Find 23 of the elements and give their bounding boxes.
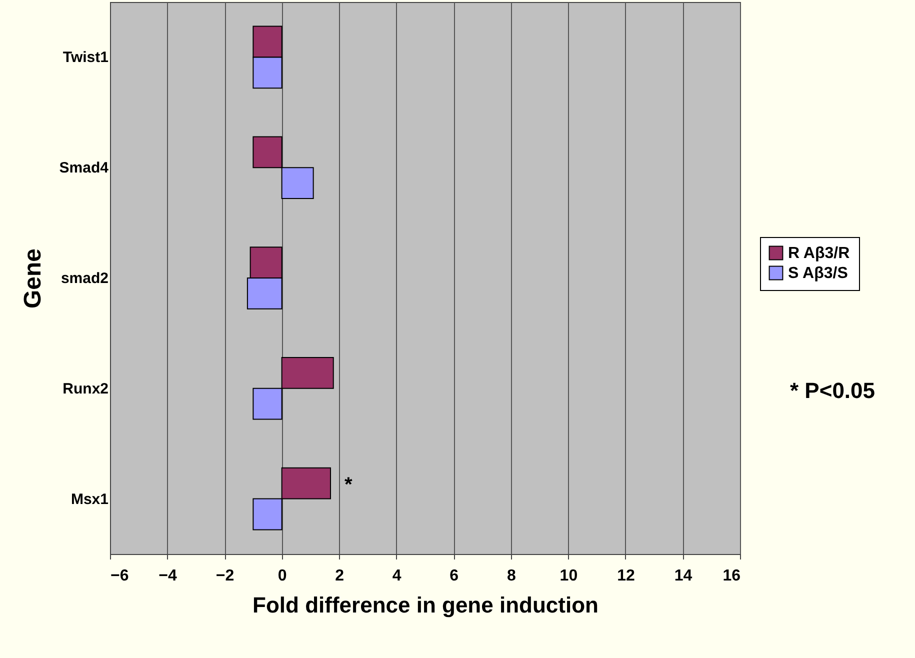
x-tick-label: 0 <box>278 568 287 584</box>
x-tick-label: 6 <box>450 568 459 584</box>
y-tick-label: Runx2 <box>62 380 108 398</box>
x-tick-label: −2 <box>216 568 234 584</box>
x-tick-label: −4 <box>158 568 177 584</box>
y-tick-label: Msx1 <box>70 490 108 508</box>
y-tick-label: Smad4 <box>59 160 110 177</box>
x-tick-label: 12 <box>617 568 635 584</box>
legend-label: R Aβ3/R <box>788 245 850 262</box>
text: * P<0.05 <box>790 378 876 404</box>
y-axis-title: Gene <box>19 248 46 309</box>
x-tick-label: 16 <box>722 568 741 584</box>
y-tick-label: Twist1 <box>62 49 108 66</box>
x-tick-label: 4 <box>392 568 402 584</box>
legend-label: S Aβ3/S <box>788 265 848 282</box>
x-tick-label: −6 <box>110 568 129 584</box>
x-axis-title: Fold difference in gene induction <box>252 592 598 618</box>
x-tick-label: 10 <box>560 568 578 584</box>
x-tick-label: 8 <box>506 568 516 584</box>
annotation: * <box>344 474 352 496</box>
x-tick-label: 2 <box>335 568 344 584</box>
x-tick-label: 14 <box>674 568 692 584</box>
y-tick-label: smad2 <box>60 270 108 287</box>
